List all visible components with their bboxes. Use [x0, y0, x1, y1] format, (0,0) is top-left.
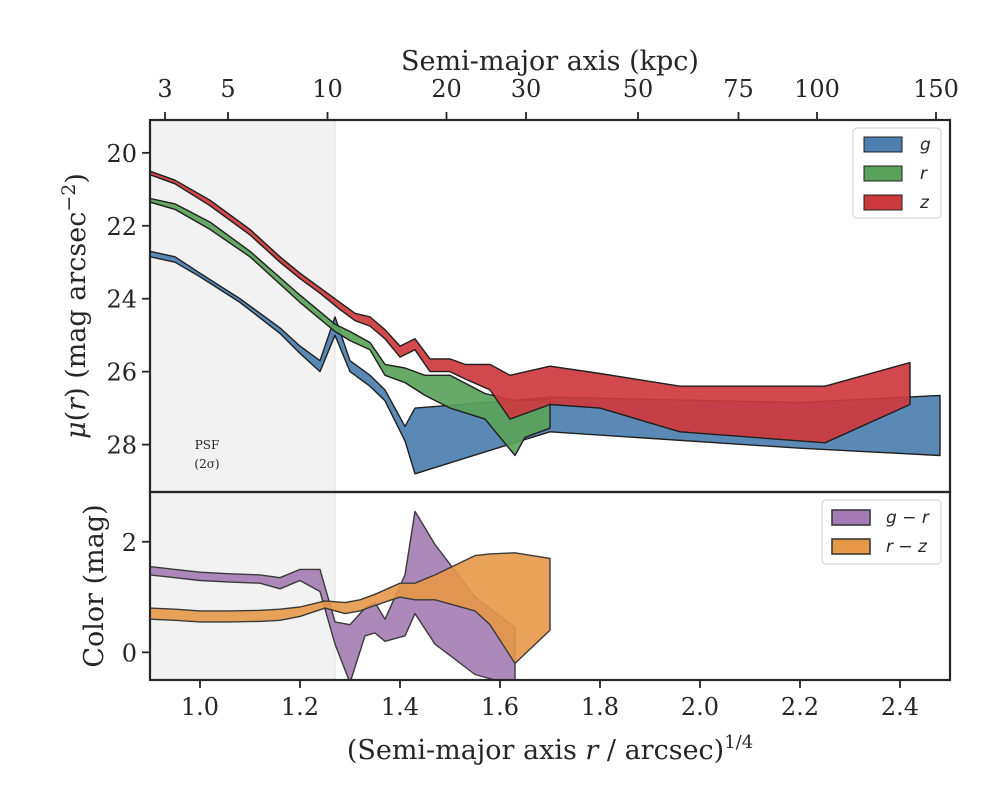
x-tick-label-top: 75 [723, 75, 754, 103]
color-series [150, 510, 551, 680]
psf-region-bottom [150, 492, 335, 680]
axis-ticks: 20 22 24 26 28 0 2 1.0 1.2 1.4 1.6 1.8 2.0 2.2 2.4 3 5 10… [106, 75, 958, 721]
legend-color: g − r r − z [821, 499, 942, 565]
y-tick-label-bottom: 0 [122, 639, 137, 667]
legend-swatch-r [863, 165, 903, 182]
legend-label-band-g-minus-r: g − r [886, 508, 930, 528]
x-tick-label-bottom: 1.0 [181, 693, 219, 721]
legend-swatch-z [863, 194, 903, 211]
x-tick-label-bottom: 2.0 [681, 693, 719, 721]
psf-label: PSF [195, 438, 220, 452]
legend-swatch-band-g-minus-r [831, 509, 871, 526]
top-axis-title: Semi-major axis (kpc) [401, 46, 699, 77]
y-tick-label-top: 20 [106, 140, 137, 168]
legend-label-r: r [920, 164, 928, 184]
x-tick-label-top: 5 [220, 75, 235, 103]
psf-sigma-label: (2σ) [194, 457, 219, 471]
y-tick-label-bottom: 2 [122, 529, 137, 557]
x-tick-label-bottom: 2.4 [881, 693, 919, 721]
y-tick-label-top: 26 [106, 359, 137, 387]
x-tick-label-top: 100 [794, 75, 840, 103]
legend-surface-brightness: grz [852, 127, 942, 219]
x-tick-label-bottom: 1.2 [281, 693, 319, 721]
band-r-minus-z [150, 552, 551, 665]
x-tick-label-top: 150 [913, 75, 959, 103]
y-tick-label-top: 24 [106, 286, 137, 314]
band-g-minus-r [150, 510, 516, 680]
legend-label-z: z [919, 193, 930, 213]
y-tick-label-top: 22 [106, 213, 137, 241]
surface-brightness-series [150, 170, 941, 475]
bottom-panel-frame [148, 490, 952, 682]
x-tick-label-top: 10 [312, 75, 343, 103]
x-tick-label-top: 20 [431, 75, 462, 103]
band-r [150, 197, 551, 457]
legend-label-band-r-minus-z: r − z [886, 537, 928, 557]
top-y-axis-title: μ(r) (mag arcsec−2) [58, 173, 92, 439]
x-tick-label-top: 50 [623, 75, 654, 103]
x-tick-label-bottom: 2.2 [781, 693, 819, 721]
legend-swatch-band-r-minus-z [831, 538, 871, 555]
x-tick-label-bottom: 1.8 [581, 693, 619, 721]
x-tick-label-top: 3 [157, 75, 172, 103]
bottom-y-axis-title: Color (mag) [79, 504, 110, 667]
legend-swatch-g [863, 136, 903, 153]
bottom-axis-title: (Semi-major axis r / arcsec)1/4 [347, 732, 753, 766]
y-tick-label-top: 28 [106, 432, 137, 460]
x-tick-label-bottom: 1.4 [381, 693, 419, 721]
legend-label-g: g [920, 135, 931, 155]
x-tick-label-top: 30 [511, 75, 542, 103]
band-z [150, 170, 911, 444]
x-tick-label-bottom: 1.6 [481, 693, 519, 721]
